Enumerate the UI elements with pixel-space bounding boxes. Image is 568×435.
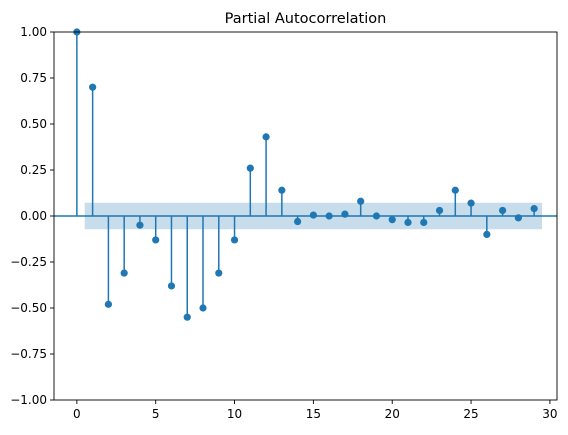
stem-marker [467,199,475,207]
y-tick-label: 1.00 [20,25,47,39]
stem-marker [499,206,507,215]
stem-marker [104,300,112,308]
stem-marker [514,214,522,222]
stem-marker [89,83,97,91]
x-tick-label: 20 [385,407,400,421]
tick-layer: 0 5 10 15 20 25 30 −1.00 −0.75 −0.50 −0.25 0.00 0.25… [10,25,557,421]
stem-marker [357,197,365,205]
stem-marker [136,221,144,229]
stem-marker [388,216,396,224]
stem-marker [120,269,128,277]
stem-marker [451,186,459,194]
x-tick-label: 15 [306,407,321,421]
stem-marker [435,206,444,215]
stem-marker [152,236,160,244]
y-tick-label: 0.25 [20,163,47,177]
stem-layer [73,28,538,321]
y-tick-label: −0.25 [10,255,47,269]
y-tick-label: 0.75 [20,71,47,85]
y-tick-label: 0.00 [20,209,47,223]
y-tick-label: −1.00 [10,393,47,407]
y-tick-label: 0.50 [20,117,47,131]
stem-marker [341,210,349,218]
x-tick-label: 10 [227,407,242,421]
stem-marker [309,211,317,219]
x-tick-label: 5 [152,407,160,421]
stem-marker [167,282,176,290]
stem-marker [530,205,538,213]
stem-marker [199,304,207,312]
stem-marker [372,212,381,220]
x-tick-label: 30 [542,407,557,421]
stem-marker [294,217,302,226]
stem-marker [420,218,428,227]
stem-marker [246,164,254,172]
x-tick-label: 25 [463,407,478,421]
stem-marker [215,269,223,277]
y-tick-label: −0.50 [10,301,47,315]
stem-marker [404,218,412,227]
stem-marker [183,313,191,321]
stem-marker [325,212,333,220]
y-tick-label: −0.75 [10,347,47,361]
stem-marker [483,230,491,238]
chart-title: Partial Autocorrelation [225,11,387,27]
x-tick-label: 0 [73,407,81,421]
stem-marker [230,236,239,244]
stem-marker [278,186,286,194]
stem-marker [262,133,270,141]
